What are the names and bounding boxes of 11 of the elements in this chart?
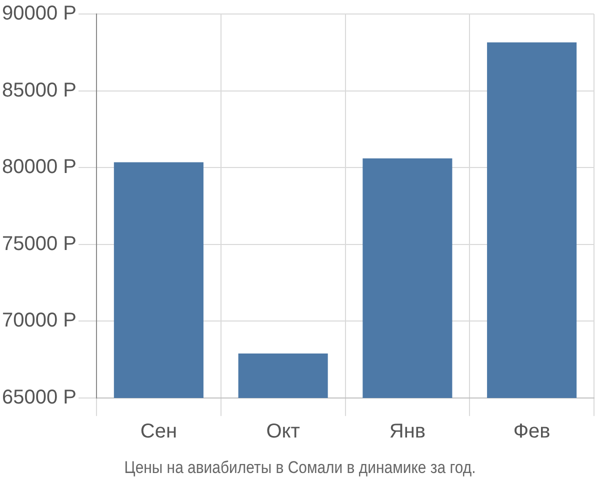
y-tick-label: 85000 Р	[2, 79, 77, 102]
text: Цены на авиабилеты в Сомали в динамике за год.	[123, 458, 477, 478]
x-tick-label: Окт	[266, 420, 300, 443]
y-tick-label: 90000 Р	[2, 2, 77, 25]
x-tick-label: Сен	[140, 420, 178, 443]
x-tick-label: Янв	[389, 420, 426, 443]
y-tick-label: 80000 Р	[2, 156, 77, 178]
y-tick-label: 65000 Р	[2, 386, 77, 409]
x-tick-label: Фев	[513, 420, 550, 443]
y-tick-label: 75000 Р	[2, 232, 77, 255]
y-tick-label: 70000 Р	[2, 310, 77, 332]
